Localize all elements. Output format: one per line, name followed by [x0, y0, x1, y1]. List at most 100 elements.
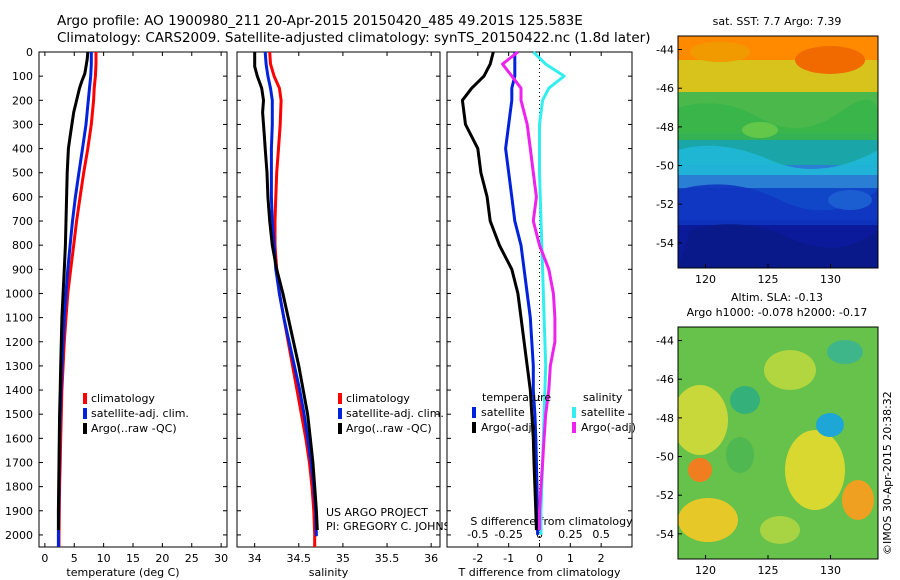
depth-tick-label: 1500 [5, 408, 33, 421]
map-xtick-label: 130 [820, 564, 841, 577]
map-ytick-label: -50 [656, 160, 674, 173]
temperature-xtick-label: 15 [126, 552, 140, 565]
difference-xtick-label: -2 [472, 552, 483, 565]
salinity-xtick-label: 34.5 [287, 552, 312, 565]
imos-watermark: ©IMOS 30-Apr-2015 20:38:32 [881, 391, 894, 555]
sla-blob-10 [760, 516, 800, 544]
temperature-xtick-label: 20 [155, 552, 169, 565]
temperature-xtick-label: 10 [97, 552, 111, 565]
temperature-xtick-label: 5 [71, 552, 78, 565]
sla-blob-2 [785, 430, 845, 510]
project-annotation: US ARGO PROJECT [326, 506, 428, 519]
temperature-xtick-label: 30 [214, 552, 228, 565]
temperature-xtick-label: 25 [185, 552, 199, 565]
depth-tick-label: 2000 [5, 529, 33, 542]
sst-map-axes: 120 125 130 -44 -46 -48 -50 -52 -54 [656, 44, 841, 286]
sst-map-title: sat. SST: 7.7 Argo: 7.39 [713, 15, 842, 28]
legend-title-temperature: temperature [482, 391, 551, 404]
sst-patch-4 [828, 190, 872, 210]
legend-swatch [338, 408, 342, 419]
sla-blob-6 [688, 458, 712, 482]
legend-label: Argo(..raw -QC) [346, 422, 432, 435]
salinity-xtick-label: 36 [424, 552, 438, 565]
legend-title-salinity: salinity [583, 391, 623, 404]
depth-tick-label: 1900 [5, 505, 33, 518]
header-line-2: Climatology: CARS2009. Satellite-adjuste… [57, 30, 650, 46]
legend-swatch [572, 422, 576, 433]
map-xtick-label: 125 [758, 273, 779, 286]
difference-series-line [504, 52, 540, 535]
difference-xtick-label: 0 [536, 552, 543, 565]
sla-blob-11 [726, 437, 754, 473]
depth-tick-label: 1000 [5, 287, 33, 300]
map-xtick-label: 125 [758, 564, 779, 577]
legend-swatch [472, 422, 476, 433]
sla-blob-7 [816, 413, 844, 437]
depth-tick-label: 900 [12, 263, 33, 276]
temperature-xlabel: temperature (deg C) [66, 566, 179, 579]
difference-series-line [501, 50, 557, 531]
sst-map-frame [677, 35, 879, 269]
depth-tick-label: 1200 [5, 336, 33, 349]
sst-patch-2 [690, 42, 750, 62]
depth-tick-label: 1700 [5, 456, 33, 469]
sla-map [678, 327, 878, 559]
temperature-series-line [56, 51, 90, 531]
sst-patch-3 [742, 122, 778, 138]
legend-swatch [83, 393, 87, 404]
difference-xtick-label: -1 [503, 552, 514, 565]
legend-swatch [572, 407, 576, 418]
difference-xtick-label: 2 [598, 552, 605, 565]
salinity-diff-tick-label: 0.5 [592, 528, 610, 541]
salinity-xtick-label: 34 [248, 552, 262, 565]
sla-map-frame [677, 326, 879, 560]
legend-swatch [338, 393, 342, 404]
depth-tick-label: 700 [12, 215, 33, 228]
sla-map-axes: 120 125 130 -44 -46 -48 -50 -52 -54 [656, 335, 841, 577]
map-ytick-label: -54 [656, 528, 674, 541]
salinity-diff-tick-label: 0.25 [558, 528, 583, 541]
depth-tick-label: 800 [12, 239, 33, 252]
sla-blob-9 [827, 340, 863, 364]
map-xtick-label: 120 [695, 564, 716, 577]
map-ytick-label: -48 [656, 412, 674, 425]
map-ytick-label: -48 [656, 121, 674, 134]
sla-blob-5 [842, 480, 874, 520]
depth-tick-label: 600 [12, 191, 33, 204]
difference-xtick-label: 1 [567, 552, 574, 565]
difference-panel: -2 -1 0 1 2T difference from climatology -0.5… [446, 50, 636, 579]
map-ytick-label: -44 [656, 335, 674, 348]
sst-map [678, 36, 878, 268]
sla-blob-8 [730, 386, 760, 414]
salinity-xlabel: salinity [309, 566, 349, 579]
depth-tick-label: 1300 [5, 360, 33, 373]
depth-tick-label: 100 [12, 70, 33, 83]
depth-tick-label: 200 [12, 94, 33, 107]
legend-label: Argo(-adj) [481, 421, 536, 434]
depth-tick-label: 0 [26, 46, 33, 59]
map-ytick-label: -44 [656, 44, 674, 57]
map-xtick-label: 120 [695, 273, 716, 286]
legend-label: satellite-adj. clim. [91, 407, 189, 420]
temperature-xtick-label: 0 [41, 552, 48, 565]
depth-tick-label: 500 [12, 167, 33, 180]
salinity-series-line [263, 51, 318, 537]
sst-front-cyan [678, 145, 878, 175]
legend-label: climatology [346, 392, 410, 405]
salinity-xtick-label: 35.5 [375, 552, 400, 565]
map-ytick-label: -46 [656, 82, 674, 95]
difference-xlabel: T difference from climatology [458, 566, 621, 579]
sst-front-blue [678, 184, 878, 225]
temperature-panel: 0 5 10 15 20 25 30 temperature (deg C) 0 100 200 30… [5, 46, 228, 579]
legend-label: satellite-adj. clim. [346, 407, 444, 420]
salinity-frame [236, 51, 441, 548]
pi-annotation: PI: GREGORY C. JOHNSON [326, 520, 467, 533]
map-xtick-label: 130 [820, 273, 841, 286]
map-ytick-label: -54 [656, 237, 674, 250]
salinity-panel: 34 34.5 35 35.5 36 salinity climatology satelli… [236, 51, 467, 579]
difference-series-line [460, 51, 538, 531]
sla-blob-4 [678, 498, 738, 542]
legend-label: satellite [581, 406, 625, 419]
salinity-diff-axis-label: S difference from climatology [470, 515, 633, 528]
